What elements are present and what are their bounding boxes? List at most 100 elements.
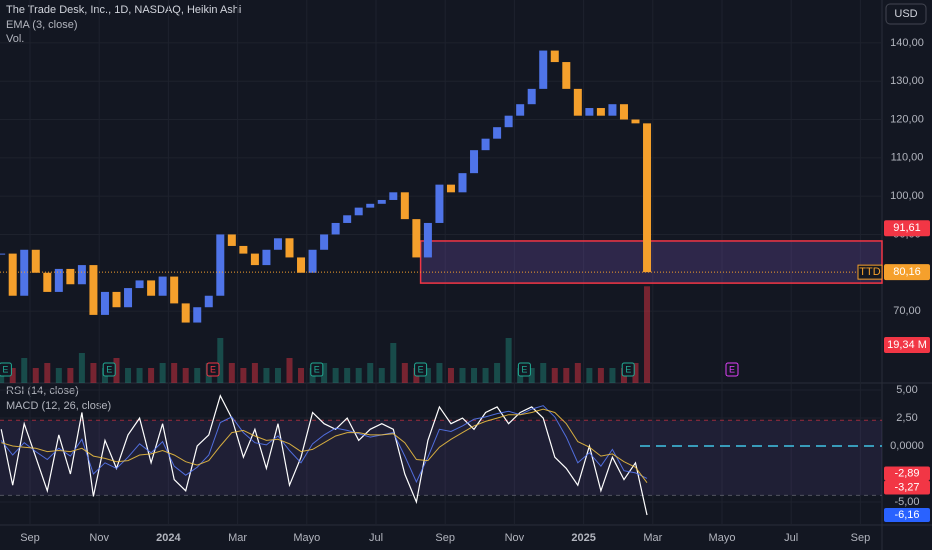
legend: MACD (12, 26, close) <box>6 400 111 412</box>
price-tag <box>884 220 930 237</box>
candle <box>366 203 375 208</box>
candle <box>273 238 282 250</box>
volume-bar <box>78 353 85 383</box>
volume-bar <box>182 368 189 383</box>
event-label: E <box>210 364 216 374</box>
candle <box>377 199 386 204</box>
volume-bar <box>332 368 339 383</box>
y-tick-label: 100,00 <box>890 190 924 202</box>
candle <box>43 272 52 292</box>
volume-bar <box>378 368 385 383</box>
indicator-line <box>0 394 648 516</box>
indicator-tag-label: -2,89 <box>894 467 919 479</box>
candle <box>77 265 86 285</box>
candle <box>596 108 605 116</box>
x-tick-label: Sep <box>851 532 871 544</box>
candle <box>216 234 225 296</box>
candle <box>481 138 490 151</box>
y-tick-label: 120,00 <box>890 113 924 125</box>
volume-bar <box>528 368 535 383</box>
volume-bar <box>447 368 454 383</box>
volume-bar <box>240 368 247 383</box>
x-tick-label: Jul <box>369 532 383 544</box>
event-label: E <box>625 364 631 374</box>
volume-bar <box>505 338 512 383</box>
currency-button[interactable] <box>885 3 927 25</box>
candle <box>400 192 409 220</box>
candle <box>343 215 352 223</box>
volume-bar <box>263 368 270 383</box>
event-label: E <box>314 364 320 374</box>
volume-bar <box>563 368 570 383</box>
event-marker <box>621 362 635 377</box>
price-tag-label: 80,16 <box>893 266 921 278</box>
x-tick-label: 2025 <box>571 532 595 544</box>
indicator-tag-label: -3,27 <box>894 481 919 493</box>
candle <box>608 104 617 116</box>
candle <box>527 88 536 105</box>
volume-bar <box>574 363 581 383</box>
volume-bar <box>148 368 155 383</box>
symbol-tag <box>857 264 883 280</box>
x-tick-label: 2024 <box>156 532 181 544</box>
y-tick-label: 70,00 <box>893 305 921 317</box>
candle <box>158 276 167 296</box>
event-label: E <box>729 364 735 374</box>
volume-bar <box>597 368 604 383</box>
volume-bar <box>551 368 558 383</box>
currency[interactable]: USD <box>894 8 917 20</box>
y-tick-label: 130,00 <box>890 75 924 87</box>
volume-bar <box>436 363 443 383</box>
candle <box>550 50 559 63</box>
legend: RSI (14, close) <box>6 385 79 397</box>
volume-bar <box>494 363 501 383</box>
candle <box>262 249 271 266</box>
candle <box>435 184 444 223</box>
indicator-line <box>0 405 648 484</box>
indicator-line <box>1 408 648 483</box>
volume-bar <box>228 363 235 383</box>
volume-bar <box>67 368 74 383</box>
volume-bar <box>540 363 547 383</box>
x-tick-label: Mayo <box>293 532 320 544</box>
candle <box>20 249 29 296</box>
indicator-tag-label: -6,16 <box>894 509 919 521</box>
volume-bar <box>355 368 362 383</box>
candle <box>0 253 6 255</box>
volume-bar <box>586 368 593 383</box>
candle <box>227 234 236 246</box>
volume-bar <box>44 363 51 383</box>
candle <box>31 249 40 273</box>
x-tick-label: Nov <box>505 532 525 544</box>
event-marker <box>414 362 428 377</box>
volume-bar <box>113 358 120 383</box>
legend: Vol. <box>6 33 24 45</box>
y2-tick-label: 0,0000 <box>890 440 924 452</box>
candle <box>250 253 259 266</box>
y2-tick-label: -5,00 <box>894 496 919 508</box>
candle <box>320 234 329 250</box>
price-tag <box>884 264 930 281</box>
x-tick-label: Nov <box>89 532 109 544</box>
volume-bar <box>367 363 374 383</box>
x-tick-label: Jul <box>784 532 798 544</box>
x-tick-label: Sep <box>20 532 40 544</box>
candle <box>124 288 133 308</box>
event-marker <box>0 362 12 377</box>
candle <box>573 88 582 116</box>
volume-bar <box>424 368 431 383</box>
indicator-band <box>0 420 882 496</box>
candle <box>297 257 306 273</box>
event-marker <box>102 362 116 377</box>
volume-bar <box>159 363 166 383</box>
candle <box>204 295 213 308</box>
event-marker <box>310 362 324 377</box>
candle <box>504 115 513 128</box>
price-tag-label: 91,61 <box>893 222 921 234</box>
candle <box>516 104 525 116</box>
volume-bar <box>401 363 408 383</box>
volume-bar <box>298 368 305 383</box>
y-tick-label: 110,00 <box>891 152 924 164</box>
candle <box>458 173 467 193</box>
